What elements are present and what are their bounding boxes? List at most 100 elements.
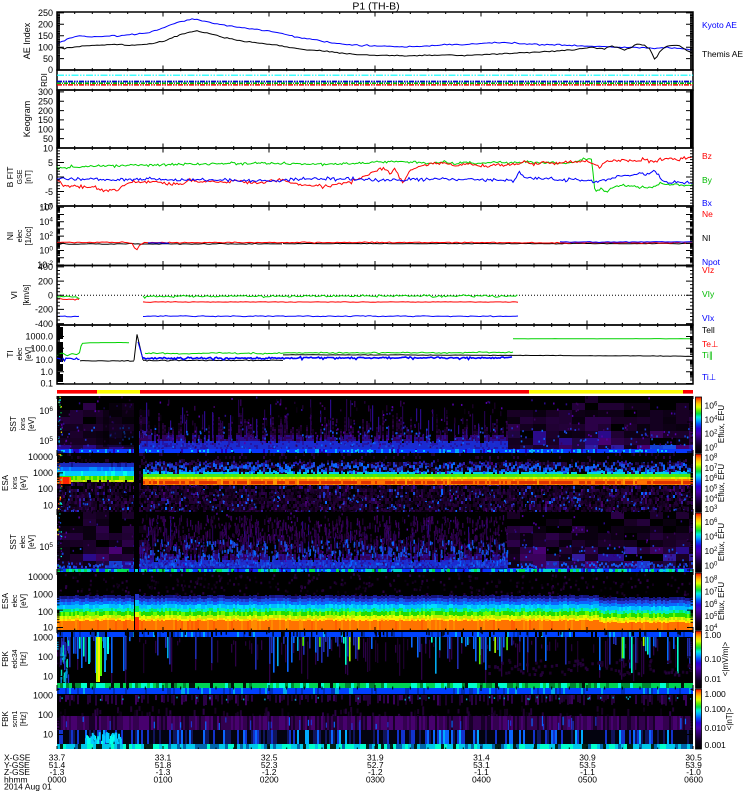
svg-text:0.1: 0.1 xyxy=(40,379,53,389)
svg-text:30.9: 30.9 xyxy=(579,753,596,763)
svg-text:-200: -200 xyxy=(35,305,53,315)
svg-text:104: 104 xyxy=(39,217,53,227)
svg-text:-1.2: -1.2 xyxy=(368,767,383,777)
svg-text:33.7: 33.7 xyxy=(49,753,66,763)
svg-text:52.3: 52.3 xyxy=(261,760,278,770)
svg-text:ions: ions xyxy=(12,476,19,489)
svg-text:B FIT: B FIT xyxy=(5,167,15,188)
svg-text:AE Index: AE Index xyxy=(22,22,32,59)
svg-text:[Hz]: [Hz] xyxy=(19,712,28,726)
svg-text:100: 100 xyxy=(38,124,53,134)
svg-text:Ne: Ne xyxy=(702,209,713,219)
svg-text:50: 50 xyxy=(43,54,53,64)
svg-text:1000.0: 1000.0 xyxy=(25,332,53,342)
svg-text:2014 Aug 01: 2014 Aug 01 xyxy=(4,782,52,792)
svg-text:105: 105 xyxy=(705,483,718,493)
svg-text:<|mV/m|>: <|mV/m|> xyxy=(721,641,730,676)
svg-text:Eflux, EFU: Eflux, EFU xyxy=(717,582,726,620)
svg-text:[1/cc]: [1/cc] xyxy=(24,226,33,245)
svg-text:1000: 1000 xyxy=(33,633,53,643)
svg-text:105: 105 xyxy=(705,611,718,621)
svg-text:31.4: 31.4 xyxy=(473,753,490,763)
svg-text:0.01: 0.01 xyxy=(705,674,722,684)
svg-text:52.7: 52.7 xyxy=(367,760,384,770)
svg-text:106: 106 xyxy=(705,517,718,527)
svg-text:Npot: Npot xyxy=(702,257,721,267)
svg-text:100: 100 xyxy=(705,443,718,453)
svg-text:0600: 0600 xyxy=(684,774,703,784)
svg-text:-1.1: -1.1 xyxy=(474,767,489,777)
svg-text:Z-GSE: Z-GSE xyxy=(4,767,30,777)
svg-text:Keogram: Keogram xyxy=(22,101,32,138)
svg-text:-400: -400 xyxy=(35,319,53,329)
svg-text:1.000: 1.000 xyxy=(705,689,727,699)
svg-text:10: 10 xyxy=(43,672,53,682)
svg-text:Y-GSE: Y-GSE xyxy=(4,760,30,770)
svg-text:100: 100 xyxy=(38,484,53,494)
svg-text:hhmm: hhmm xyxy=(4,774,28,784)
svg-text:0300: 0300 xyxy=(366,774,385,784)
svg-text:10: 10 xyxy=(43,501,53,511)
svg-text:ions: ions xyxy=(20,417,27,430)
svg-text:104: 104 xyxy=(705,623,718,633)
svg-text:51.4: 51.4 xyxy=(49,760,66,770)
svg-text:30.5: 30.5 xyxy=(685,753,702,763)
svg-text:100: 100 xyxy=(38,710,53,720)
svg-text:53.1: 53.1 xyxy=(473,760,490,770)
svg-text:Ti∥: Ti∥ xyxy=(702,350,713,360)
svg-text:105: 105 xyxy=(39,436,53,446)
svg-text:102: 102 xyxy=(39,231,53,241)
svg-text:100.0: 100.0 xyxy=(30,343,53,353)
svg-text:TI: TI xyxy=(5,350,15,358)
svg-text:-10: -10 xyxy=(40,202,53,212)
svg-text:[eV]: [eV] xyxy=(27,535,36,549)
svg-text:-1.3: -1.3 xyxy=(50,767,65,777)
svg-text:Bz: Bz xyxy=(702,151,712,161)
svg-text:0200: 0200 xyxy=(260,774,279,784)
svg-text:10: 10 xyxy=(43,623,53,633)
svg-text:Bx: Bx xyxy=(702,198,713,208)
svg-text:106: 106 xyxy=(39,406,53,416)
svg-text:50: 50 xyxy=(43,134,53,144)
svg-text:-1.1: -1.1 xyxy=(580,767,595,777)
svg-text:0: 0 xyxy=(48,65,53,75)
svg-text:GSE: GSE xyxy=(17,169,24,184)
svg-text:1000: 1000 xyxy=(33,590,53,600)
svg-text:10000: 10000 xyxy=(28,572,53,582)
svg-text:10.0: 10.0 xyxy=(35,355,53,365)
svg-text:Eflux, EFU: Eflux, EFU xyxy=(717,405,726,443)
svg-text:200: 200 xyxy=(38,276,53,286)
svg-text:108: 108 xyxy=(705,453,718,463)
svg-text:250: 250 xyxy=(38,8,53,18)
svg-text:Ti⊥: Ti⊥ xyxy=(702,372,717,382)
svg-text:FBK: FBK xyxy=(1,711,10,727)
svg-text:[eV]: [eV] xyxy=(19,594,28,608)
svg-text:elec: elec xyxy=(17,229,24,242)
svg-text:100: 100 xyxy=(38,607,53,617)
svg-text:VIx: VIx xyxy=(702,313,715,323)
svg-text:[Hz]: [Hz] xyxy=(19,652,28,666)
svg-text:1000: 1000 xyxy=(33,468,53,478)
svg-text:Eflux, EFU: Eflux, EFU xyxy=(717,464,726,502)
svg-text:106: 106 xyxy=(705,473,718,483)
svg-text:107: 107 xyxy=(705,463,718,473)
svg-text:106: 106 xyxy=(39,202,53,212)
svg-text:NI: NI xyxy=(5,232,15,241)
svg-text:0100: 0100 xyxy=(154,774,173,784)
svg-text:150: 150 xyxy=(38,115,53,125)
svg-text:106: 106 xyxy=(705,599,718,609)
svg-text:32.5: 32.5 xyxy=(261,753,278,763)
svg-text:10: 10 xyxy=(43,730,53,740)
svg-text:FBK: FBK xyxy=(1,651,10,667)
svg-text:104: 104 xyxy=(705,532,718,542)
svg-text:Eflux, EFU: Eflux, EFU xyxy=(717,523,726,561)
svg-text:10: 10 xyxy=(43,144,53,154)
svg-text:0: 0 xyxy=(48,173,53,183)
svg-text:200: 200 xyxy=(38,20,53,30)
svg-text:33.1: 33.1 xyxy=(155,753,172,763)
svg-text:108: 108 xyxy=(705,575,718,585)
svg-text:53.5: 53.5 xyxy=(579,760,596,770)
svg-text:103: 103 xyxy=(705,504,718,514)
svg-text:150: 150 xyxy=(38,31,53,41)
svg-text:5: 5 xyxy=(48,158,53,168)
